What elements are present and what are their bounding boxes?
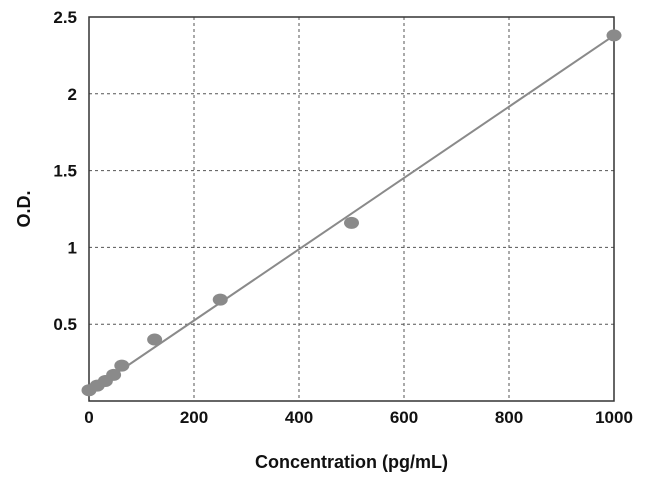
data-point — [114, 359, 130, 372]
data-point — [344, 216, 359, 229]
data-point — [147, 333, 163, 346]
plot-frame — [88, 16, 615, 402]
data-point — [606, 29, 622, 42]
y-tick-label: 1 — [68, 238, 77, 257]
x-tick-label: 200 — [180, 408, 208, 427]
x-axis-title: Concentration (pg/mL) — [255, 452, 448, 472]
x-tick-label: 400 — [285, 408, 313, 427]
x-tick-label: 0 — [84, 408, 93, 427]
y-tick-label: 1.5 — [53, 162, 77, 181]
x-tick-label: 600 — [390, 408, 418, 427]
x-axis-ticks: 0 200 400 600 800 1000 — [84, 408, 633, 427]
grid-lines — [89, 17, 614, 401]
y-axis-title: O.D. — [14, 190, 34, 227]
x-tick-label: 1000 — [595, 408, 633, 427]
y-axis-ticks: 0.5 1 1.5 2 2.5 — [53, 8, 77, 334]
x-tick-label: 800 — [495, 408, 523, 427]
y-tick-label: 2 — [68, 85, 77, 104]
y-tick-label: 2.5 — [53, 8, 77, 27]
y-tick-label: 0.5 — [53, 315, 77, 334]
data-points — [81, 29, 622, 397]
fit-line — [88, 34, 615, 393]
data-point — [212, 293, 228, 306]
data-point — [106, 368, 122, 381]
